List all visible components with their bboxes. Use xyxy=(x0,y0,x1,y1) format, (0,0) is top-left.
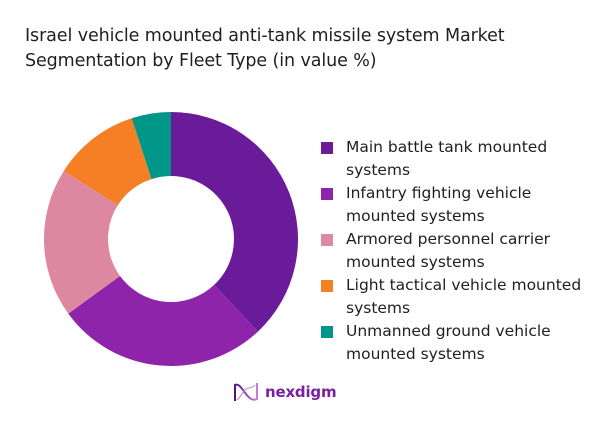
legend-item: Armored personnel carrier mounted system… xyxy=(321,228,591,274)
donut-segment-apc xyxy=(44,170,121,314)
legend-swatch xyxy=(321,142,333,154)
donut-segment-ltv xyxy=(63,118,152,206)
legend-item: Light tactical vehicle mounted systems xyxy=(321,274,591,320)
chart-title: Israel vehicle mounted anti-tank missile… xyxy=(25,24,585,74)
nexdigm-logo: nexdigm xyxy=(233,381,337,403)
nexdigm-wave-icon xyxy=(234,383,258,401)
legend-swatch xyxy=(321,326,333,338)
legend-label: Light tactical vehicle mounted systems xyxy=(346,276,582,317)
chart-legend: Main battle tank mounted systems Infantr… xyxy=(321,136,591,366)
donut-segment-ugv xyxy=(131,112,171,180)
logo-text: nexdigm xyxy=(265,383,337,401)
chart-title-line-1: Israel vehicle mounted anti-tank missile… xyxy=(25,26,505,46)
legend-item: Main battle tank mounted systems xyxy=(321,136,591,182)
legend-label: Armored personnel carrier mounted system… xyxy=(346,230,551,271)
legend-swatch xyxy=(321,280,333,292)
donut-segment-ifv xyxy=(68,276,258,366)
legend-label: Infantry fighting vehicle mounted system… xyxy=(346,184,532,225)
legend-swatch xyxy=(321,188,333,200)
chart-title-line-2: Segmentation by Fleet Type (in value %) xyxy=(25,51,377,71)
donut-segment-mbt xyxy=(171,112,298,332)
legend-label: Unmanned ground vehicle mounted systems xyxy=(346,322,551,363)
legend-swatch xyxy=(321,234,333,246)
legend-item: Unmanned ground vehicle mounted systems xyxy=(321,320,591,366)
legend-item: Infantry fighting vehicle mounted system… xyxy=(321,182,591,228)
legend-label: Main battle tank mounted systems xyxy=(346,138,548,179)
